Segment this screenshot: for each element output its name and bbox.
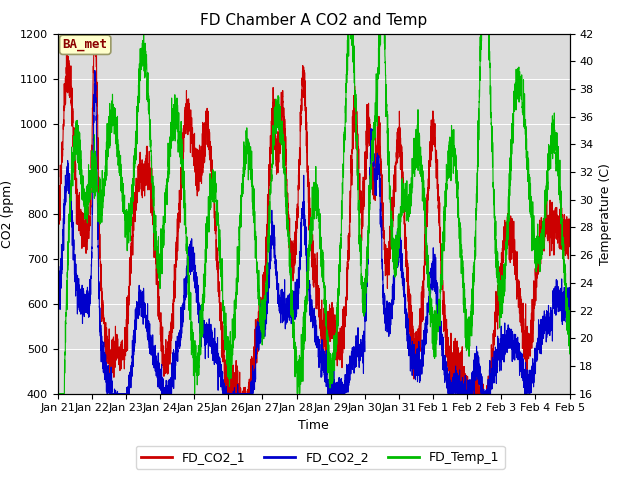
FD_CO2_1 (565, 228, 573, 233)
FD_Temp_1 (400, 209, 408, 215)
FD_CO2_2 (428, 268, 436, 274)
FD_CO2_1 (54, 214, 61, 219)
FD_CO2_1 (566, 244, 573, 250)
FD_Temp_1 (294, 370, 302, 375)
X-axis label: Time: Time (298, 419, 329, 432)
FD_CO2_2 (400, 276, 408, 281)
FD_CO2_1 (400, 194, 408, 200)
FD_CO2_2 (458, 378, 465, 384)
FD_CO2_1 (146, 186, 154, 192)
Line: FD_CO2_2: FD_CO2_2 (58, 71, 570, 394)
Line: FD_Temp_1: FD_Temp_1 (58, 34, 570, 394)
Y-axis label: CO2 (ppm): CO2 (ppm) (1, 180, 14, 248)
FD_CO2_2 (146, 351, 154, 357)
FD_CO2_1 (458, 390, 465, 396)
FD_CO2_1 (221, 391, 229, 396)
FD_Temp_1 (566, 351, 573, 357)
FD_Temp_1 (344, 31, 352, 36)
FD_Temp_1 (458, 259, 465, 265)
FD_CO2_1 (90, 8, 98, 14)
FD_CO2_2 (565, 297, 573, 302)
Title: FD Chamber A CO2 and Temp: FD Chamber A CO2 and Temp (200, 13, 428, 28)
FD_CO2_2 (294, 280, 302, 286)
FD_CO2_1 (428, 124, 436, 130)
Text: BA_met: BA_met (63, 38, 108, 51)
FD_Temp_1 (565, 343, 573, 349)
FD_CO2_1 (294, 187, 302, 193)
Line: FD_CO2_1: FD_CO2_1 (58, 11, 570, 394)
FD_Temp_1 (146, 121, 154, 127)
Legend: FD_CO2_1, FD_CO2_2, FD_Temp_1: FD_CO2_1, FD_CO2_2, FD_Temp_1 (136, 446, 504, 469)
FD_Temp_1 (54, 391, 61, 396)
Y-axis label: Temperature (C): Temperature (C) (599, 163, 612, 264)
FD_Temp_1 (428, 324, 436, 330)
FD_CO2_2 (91, 68, 99, 73)
FD_CO2_2 (54, 287, 61, 292)
FD_CO2_2 (103, 391, 111, 396)
FD_CO2_2 (566, 307, 573, 313)
